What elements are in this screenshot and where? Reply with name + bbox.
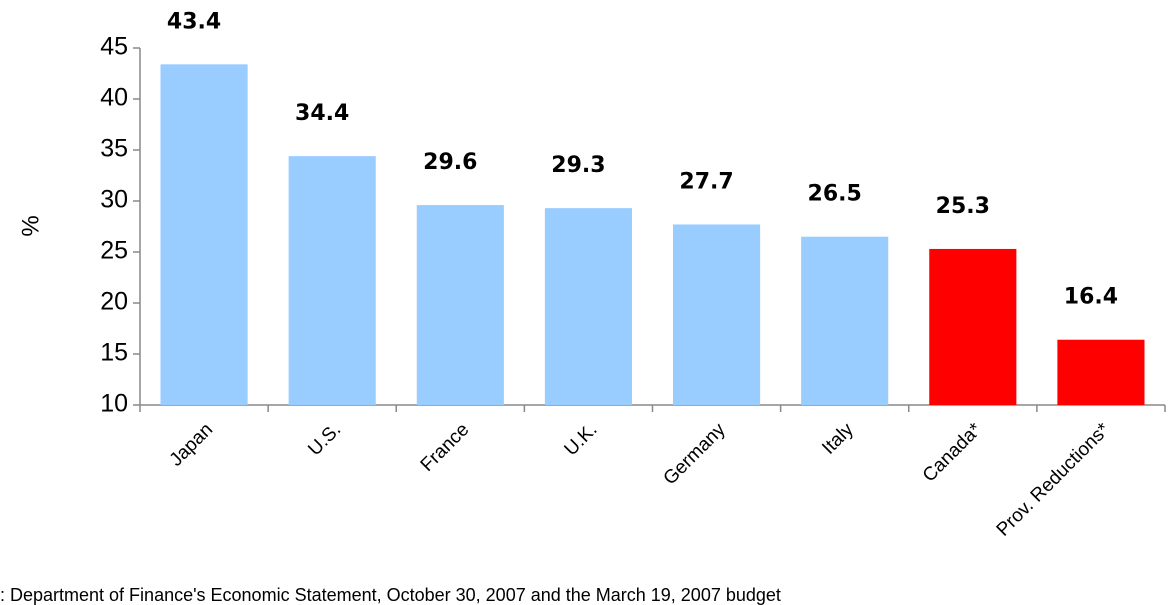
bar — [288, 156, 376, 405]
bar — [544, 208, 632, 405]
x-tick-label: U.K. — [561, 419, 602, 460]
bar — [673, 224, 761, 405]
value-label: 34.4 — [295, 101, 349, 126]
value-label: 26.5 — [808, 182, 862, 207]
footnote: : Department of Finance's Economic State… — [0, 585, 781, 605]
value-label: 29.6 — [423, 150, 477, 175]
y-tick-label: 35 — [100, 135, 128, 163]
x-tick-label: Canada* — [919, 419, 987, 487]
x-tick-label: Prov. Reductions* — [993, 419, 1115, 541]
x-tick-label: Germany — [660, 419, 730, 489]
value-label: 16.4 — [1064, 285, 1118, 310]
y-tick-label: 10 — [100, 390, 128, 418]
bar — [929, 248, 1017, 405]
y-tick-label: 15 — [100, 339, 128, 367]
bar — [1057, 339, 1145, 405]
y-tick-label: 45 — [100, 33, 128, 61]
x-tick-label: France — [417, 419, 474, 476]
y-tick-label: 40 — [100, 84, 128, 112]
y-tick-label: 25 — [100, 237, 128, 265]
value-label: 25.3 — [936, 194, 990, 219]
x-tick-label: Japan — [166, 419, 217, 470]
x-tick-label: U.S. — [304, 419, 345, 460]
y-axis-label: % — [17, 215, 44, 236]
y-tick-label: 30 — [100, 186, 128, 214]
value-label: 29.3 — [551, 153, 605, 178]
bar — [160, 64, 248, 405]
bar — [801, 236, 889, 405]
y-tick-label: 20 — [100, 288, 128, 316]
x-tick-label: Italy — [818, 419, 858, 459]
value-label: 43.4 — [167, 9, 221, 34]
bar — [416, 205, 504, 405]
value-label: 27.7 — [679, 169, 733, 194]
